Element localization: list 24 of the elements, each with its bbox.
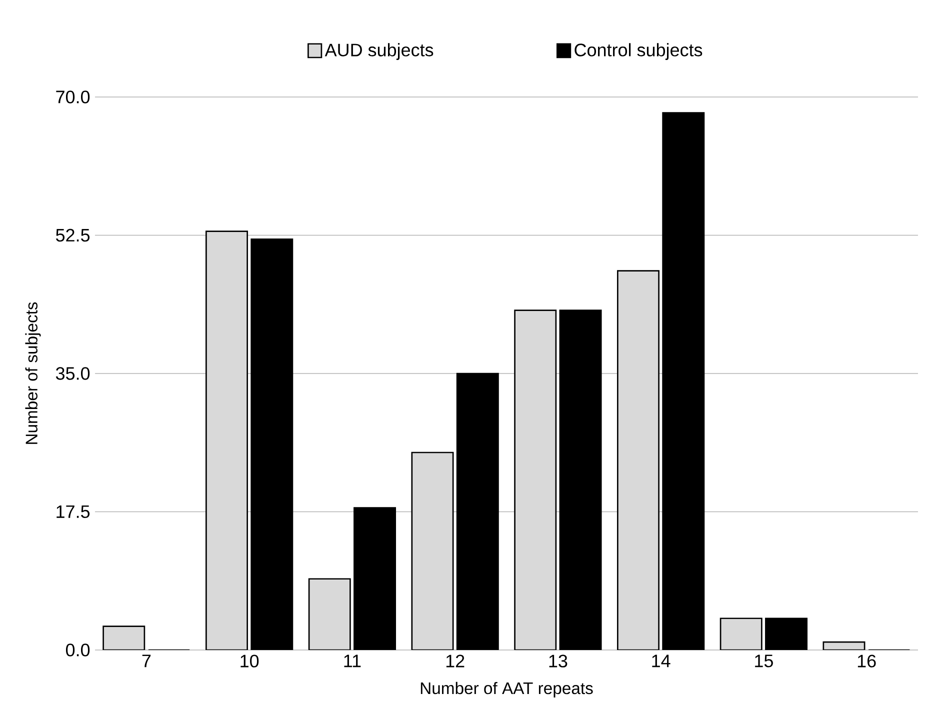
y-tick-label: 17.5	[56, 505, 90, 518]
x-axis-title: Number of AAT repeats	[420, 682, 593, 698]
bar	[206, 231, 248, 650]
x-tick-label: 11	[344, 654, 361, 668]
x-tick-label: 10	[240, 654, 259, 668]
bar	[103, 626, 144, 650]
x-tick-label: 12	[446, 654, 464, 668]
bar	[412, 452, 454, 650]
x-tick-label: 15	[755, 654, 773, 668]
x-tick-label: 14	[652, 654, 670, 668]
y-axis-title: Number of subjects	[25, 302, 41, 444]
bar	[720, 618, 762, 650]
bar	[514, 310, 556, 650]
y-tick-label: 52.5	[56, 228, 90, 242]
bar	[309, 578, 350, 650]
x-tick-label: 7	[142, 654, 151, 668]
x-tick-label: 13	[549, 654, 568, 668]
y-tick-label: 70.0	[56, 90, 90, 104]
x-tick-label: 16	[858, 654, 876, 668]
legend-label: Control subjects	[574, 43, 702, 60]
legend-label: AUD subjects	[324, 43, 434, 60]
y-tick-label: 35.0	[56, 367, 90, 380]
bar	[618, 270, 659, 650]
y-tick-label: 0.0	[66, 644, 90, 656]
